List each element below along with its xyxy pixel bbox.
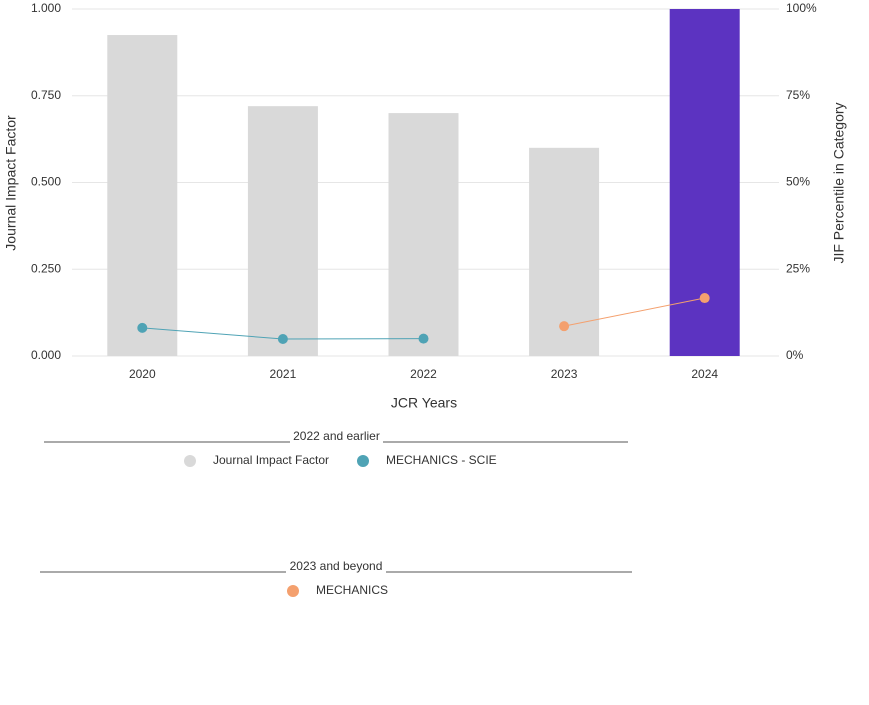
x-tick-label: 2020 [129,367,156,381]
point [418,333,429,344]
y2-tick-label: 0% [786,348,804,362]
y2-tick-label: 25% [786,261,810,275]
y-tick-label: 0.250 [31,261,61,275]
bar [247,106,318,356]
y2-axis-title: JIF Percentile in Category [831,102,847,263]
legend-label: MECHANICS - SCIE [386,453,497,467]
y-axis-title: Journal Impact Factor [3,115,19,251]
legend-group-title: 2022 and earlier [293,429,380,443]
x-tick-label: 2023 [551,367,578,381]
bar [388,113,459,356]
y2-tick-label: 100% [786,1,817,15]
line [564,297,705,327]
y-tick-label: 0.750 [31,88,61,102]
legend-group-title: 2023 and beyond [290,559,383,573]
bar [669,9,740,356]
x-axis-title: JCR Years [391,395,457,411]
point [277,333,288,344]
bar [107,35,178,357]
legend-label: Journal Impact Factor [213,453,329,467]
point [699,293,710,304]
y-tick-label: 0.500 [31,175,61,189]
point [559,321,570,332]
point [137,322,148,333]
y-tick-label: 0.000 [31,348,61,362]
y-tick-label: 1.000 [31,1,61,15]
legend-swatch [287,585,299,597]
x-tick-label: 2024 [691,367,718,381]
y2-tick-label: 75% [786,88,810,102]
x-tick-label: 2022 [410,367,437,381]
y2-tick-label: 50% [786,175,810,189]
legend-label: MECHANICS [316,583,388,597]
legend-swatch [184,455,196,467]
x-tick-label: 2021 [270,367,297,381]
legend-swatch [357,455,369,467]
